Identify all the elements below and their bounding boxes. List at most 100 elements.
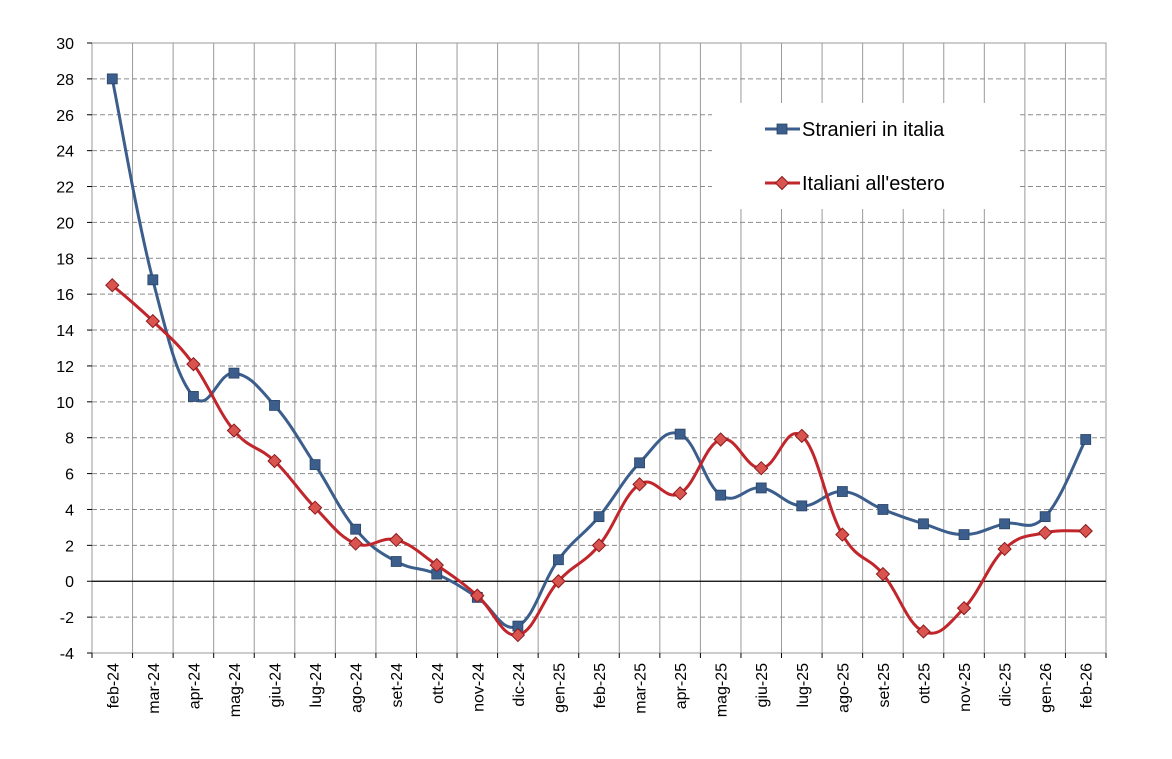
x-tick-label: lug-24 [308, 663, 325, 708]
y-tick-label: 22 [56, 180, 74, 197]
x-tick-label: apr-24 [186, 663, 203, 709]
y-tick-label: 14 [56, 323, 74, 340]
x-tick-label: set-25 [876, 663, 893, 708]
x-tick-label: gen-25 [551, 663, 568, 713]
legend-label: Stranieri in italia [802, 119, 945, 141]
data-point [228, 367, 240, 379]
x-tick-label: feb-26 [1079, 663, 1096, 708]
x-tick-label: mar-25 [633, 663, 650, 714]
data-point [470, 588, 485, 603]
data-point [187, 391, 199, 402]
y-tick-label: -2 [60, 610, 74, 627]
data-point [632, 477, 647, 492]
series-layer [105, 73, 1093, 643]
data-point [145, 313, 161, 329]
y-tick-label: 6 [65, 467, 74, 484]
data-point [551, 574, 566, 589]
data-point [147, 274, 159, 286]
y-tick-label: 18 [56, 251, 74, 268]
data-point [186, 356, 201, 372]
data-point [877, 504, 889, 515]
x-tick-label: apr-25 [673, 663, 690, 709]
data-point [916, 624, 931, 639]
data-point [591, 538, 607, 553]
data-point [269, 400, 280, 411]
data-point [794, 428, 810, 444]
data-point [1080, 434, 1092, 445]
series-stranieri-in-italia [106, 73, 1092, 632]
data-point [672, 486, 688, 501]
data-point [713, 432, 728, 447]
x-tick-label: lug-25 [795, 663, 812, 708]
x-tick-label: dic-24 [511, 663, 528, 707]
y-tick-label: 4 [65, 502, 74, 519]
data-point [918, 518, 929, 530]
data-point [390, 556, 402, 567]
x-tick-label: ott-24 [430, 663, 447, 704]
x-tick-label: mar-24 [146, 663, 163, 714]
series-italiani-all-estero [105, 277, 1093, 643]
x-tick-label: giu-24 [268, 663, 285, 708]
y-tick-label: 30 [56, 36, 74, 53]
data-point [999, 518, 1010, 530]
x-tick-label: gen-26 [1038, 663, 1055, 713]
data-point [350, 523, 362, 535]
x-tick-label: mag-25 [714, 663, 731, 717]
data-point [875, 566, 891, 582]
data-point [226, 423, 242, 438]
x-tick-label: set-24 [389, 663, 406, 708]
legend-label: Italiani all'estero [802, 173, 945, 195]
data-point [106, 73, 118, 85]
y-tick-label: 10 [56, 395, 74, 412]
data-point [267, 453, 282, 469]
x-tick-label: dic-25 [998, 663, 1015, 707]
x-tick-label: giu-25 [754, 663, 771, 708]
x-tick-label: ago-25 [835, 663, 852, 713]
x-tick-label: feb-25 [592, 663, 609, 708]
y-tick-label: -4 [60, 646, 74, 663]
data-point [715, 489, 727, 501]
x-tick-label: nov-24 [470, 663, 487, 712]
x-tick-label: ago-24 [349, 663, 366, 713]
data-point [593, 511, 605, 523]
data-point [1039, 511, 1051, 523]
y-tick-label: 26 [56, 108, 74, 125]
data-point [754, 460, 769, 476]
x-tick-label: mag-24 [227, 663, 244, 717]
data-point [1078, 523, 1093, 539]
data-point [105, 277, 120, 293]
data-point [348, 536, 363, 551]
legend-marker [774, 175, 790, 191]
data-point [429, 557, 444, 573]
legend: Stranieri in italia Italiani all'estero [712, 103, 1018, 209]
legend-marker [776, 123, 788, 135]
y-tick-label: 28 [56, 72, 74, 89]
x-tick-label: feb-24 [105, 663, 122, 708]
data-point [835, 527, 850, 542]
y-tick-label: 8 [65, 431, 74, 448]
data-point [755, 482, 767, 494]
data-point [836, 486, 848, 497]
data-point [796, 500, 808, 512]
y-tick-label: 0 [65, 574, 74, 591]
data-point [997, 541, 1012, 557]
data-point [634, 457, 645, 469]
data-point [958, 529, 970, 540]
data-point [956, 600, 972, 616]
y-tick-label: 20 [56, 215, 74, 232]
legend-box [712, 103, 1018, 209]
data-point [309, 459, 321, 471]
y-tick-label: 12 [56, 359, 74, 376]
data-point [510, 627, 526, 643]
y-tick-label: 16 [56, 287, 74, 304]
data-point [1037, 525, 1053, 541]
x-tick-label: ott-25 [916, 663, 933, 704]
data-point [307, 500, 323, 515]
data-point [674, 428, 686, 440]
x-tick-label: nov-25 [957, 663, 974, 712]
data-point [388, 532, 404, 548]
data-point [553, 554, 564, 566]
